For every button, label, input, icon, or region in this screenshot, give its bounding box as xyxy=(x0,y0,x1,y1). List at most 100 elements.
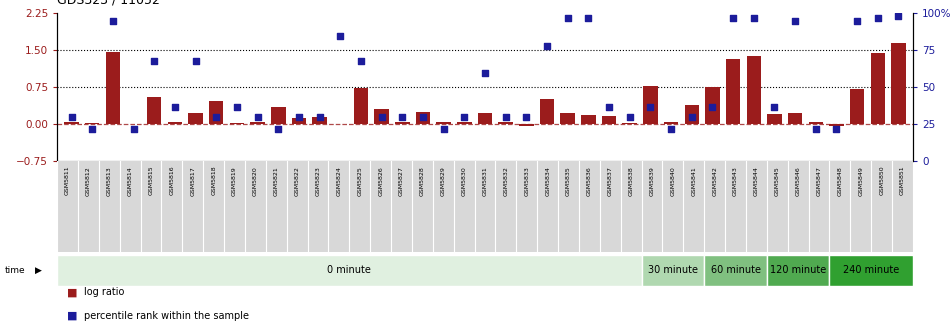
Point xyxy=(705,104,720,109)
Bar xyxy=(747,56,761,124)
Text: GSM5848: GSM5848 xyxy=(838,166,843,196)
Bar xyxy=(85,123,100,124)
Bar xyxy=(787,113,803,124)
Point xyxy=(622,114,637,120)
Bar xyxy=(65,122,79,124)
Text: GSM5822: GSM5822 xyxy=(295,166,300,196)
Bar xyxy=(209,101,223,124)
Point xyxy=(747,15,762,20)
Text: GSM5851: GSM5851 xyxy=(900,166,905,196)
Text: GSM5843: GSM5843 xyxy=(733,166,738,196)
Point xyxy=(416,114,431,120)
Point xyxy=(85,126,100,131)
Bar xyxy=(685,104,699,124)
Text: GSM5813: GSM5813 xyxy=(107,166,112,196)
Bar xyxy=(477,114,493,124)
Point xyxy=(767,104,782,109)
Point xyxy=(146,58,162,64)
Text: 120 minute: 120 minute xyxy=(770,265,826,276)
Text: 0 minute: 0 minute xyxy=(327,265,371,276)
Bar xyxy=(560,114,575,124)
Text: GSM5815: GSM5815 xyxy=(148,166,153,196)
Text: GSM5819: GSM5819 xyxy=(232,166,237,196)
Bar xyxy=(808,122,823,124)
Text: GSM5844: GSM5844 xyxy=(754,166,759,196)
Point xyxy=(849,18,864,24)
Text: GSM5837: GSM5837 xyxy=(608,166,612,196)
Bar xyxy=(188,114,203,124)
Point xyxy=(126,126,141,131)
Bar xyxy=(312,117,327,124)
Text: GSM5821: GSM5821 xyxy=(274,166,279,196)
Point xyxy=(870,15,885,20)
Bar xyxy=(706,87,720,124)
Bar xyxy=(664,122,678,124)
Bar xyxy=(870,53,885,124)
Bar xyxy=(643,86,658,124)
Point xyxy=(167,104,183,109)
Bar xyxy=(642,255,704,286)
Point xyxy=(581,15,596,20)
Point xyxy=(456,114,472,120)
Text: GSM5850: GSM5850 xyxy=(879,166,884,196)
Bar xyxy=(519,124,534,126)
Point xyxy=(539,43,554,49)
Text: GSM5816: GSM5816 xyxy=(169,166,174,196)
Bar xyxy=(850,89,864,124)
Text: GSM5828: GSM5828 xyxy=(420,166,425,196)
Text: GSM5823: GSM5823 xyxy=(316,166,320,196)
Point xyxy=(808,126,824,131)
Text: percentile rank within the sample: percentile rank within the sample xyxy=(84,311,249,321)
Bar xyxy=(57,255,642,286)
Point xyxy=(643,104,658,109)
Text: GSM5825: GSM5825 xyxy=(358,166,362,196)
Bar xyxy=(540,99,554,124)
Bar xyxy=(106,52,120,124)
Bar xyxy=(167,122,183,124)
Bar xyxy=(230,123,244,124)
Text: GSM5846: GSM5846 xyxy=(796,166,801,196)
Text: GSM5824: GSM5824 xyxy=(337,166,341,196)
Bar xyxy=(271,107,285,124)
Point xyxy=(374,114,389,120)
Point xyxy=(437,126,452,131)
Text: GSM5820: GSM5820 xyxy=(253,166,258,196)
Point xyxy=(787,18,803,24)
Point xyxy=(312,114,327,120)
Point xyxy=(64,114,79,120)
Text: 60 minute: 60 minute xyxy=(710,265,761,276)
Point xyxy=(498,114,514,120)
Bar xyxy=(891,43,905,124)
Bar xyxy=(250,122,264,124)
Text: GSM5842: GSM5842 xyxy=(712,166,717,196)
Bar xyxy=(767,255,829,286)
Bar xyxy=(354,88,368,124)
Text: GDS323 / 11052: GDS323 / 11052 xyxy=(57,0,160,7)
Bar xyxy=(602,116,616,124)
Text: GSM5835: GSM5835 xyxy=(566,166,571,196)
Text: GSM5838: GSM5838 xyxy=(629,166,633,196)
Text: GSM5818: GSM5818 xyxy=(211,166,216,196)
Point xyxy=(518,114,534,120)
Text: GSM5830: GSM5830 xyxy=(461,166,467,196)
Point xyxy=(395,114,410,120)
Bar xyxy=(147,97,162,124)
Text: GSM5826: GSM5826 xyxy=(378,166,383,196)
Point xyxy=(354,58,369,64)
Bar xyxy=(581,116,595,124)
Point xyxy=(250,114,265,120)
Point xyxy=(684,114,699,120)
Bar xyxy=(457,122,472,124)
Text: GSM5836: GSM5836 xyxy=(587,166,592,196)
Point xyxy=(229,104,244,109)
Text: ▶: ▶ xyxy=(35,266,42,275)
Text: GSM5841: GSM5841 xyxy=(691,166,696,196)
Bar xyxy=(395,122,410,124)
Text: log ratio: log ratio xyxy=(84,287,124,297)
Point xyxy=(333,33,348,38)
Text: GSM5833: GSM5833 xyxy=(524,166,530,196)
Point xyxy=(560,15,575,20)
Point xyxy=(291,114,306,120)
Text: GSM5829: GSM5829 xyxy=(440,166,446,196)
Text: 240 minute: 240 minute xyxy=(844,265,900,276)
